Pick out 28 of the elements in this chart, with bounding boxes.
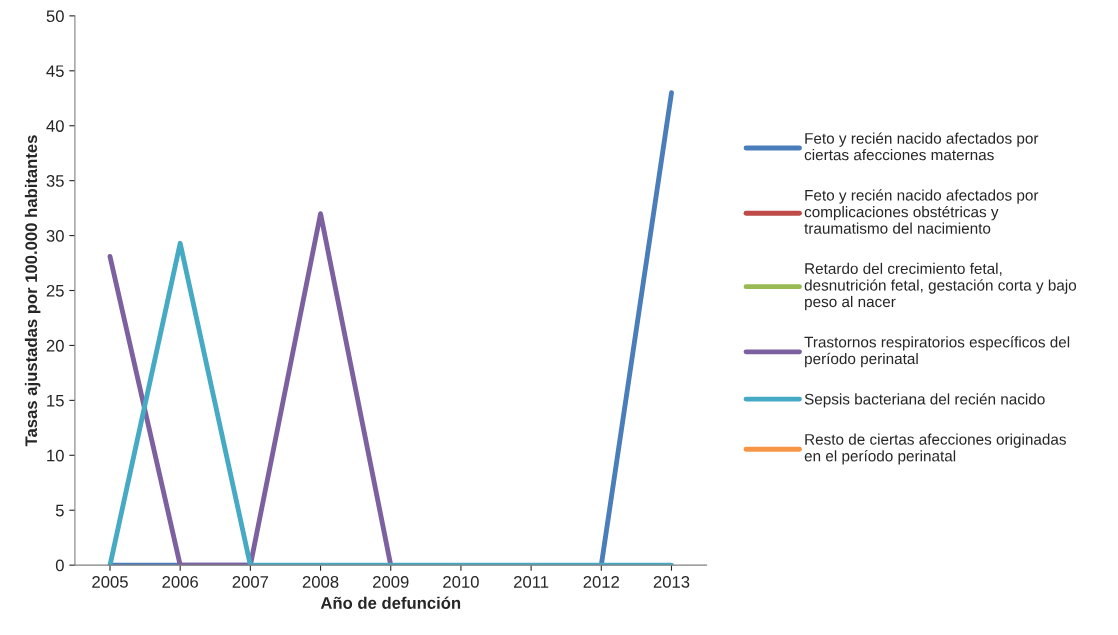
x-tick-label: 2007 — [232, 576, 269, 588]
y-tick-label: 5 — [55, 504, 64, 517]
legend-label: Sepsis bacteriana del recién nacido — [804, 393, 1045, 408]
y-tick-label: 45 — [46, 65, 64, 78]
y-tick-label: 40 — [46, 120, 64, 132]
y-tick-label: 10 — [47, 449, 64, 462]
legend-label: Retardo del crecimiento fetal, desnutrición fetal, gestación corta y bajo peso al nacer — [804, 262, 1077, 311]
y-axis-title: Tasas ajustadas por 100.000 habitantes — [24, 135, 41, 447]
y-tick-label: 35 — [46, 175, 64, 187]
x-tick-label: 2008 — [302, 576, 339, 588]
legend-label: Feto y recién nacido afectados por ciertas afecciones maternas — [804, 132, 1039, 161]
x-tick-label: 2013 — [653, 576, 690, 588]
x-axis-title: Año de defunción — [320, 596, 461, 609]
legend-label: Resto de ciertas afecciones originadas en el período perinatal — [804, 433, 1066, 465]
y-tick-label: 20 — [46, 339, 64, 352]
legend-label: Feto y recién nacido afectados por complicaciones obstétricas y traumatismo del nacimiento — [804, 189, 1039, 234]
y-tick-label: 15 — [47, 394, 64, 407]
x-tick-label: 2006 — [162, 576, 198, 588]
x-tick-label: 2012 — [583, 576, 619, 588]
x-tick-label: 2005 — [92, 576, 128, 588]
x-tick-label: 2010 — [443, 576, 479, 588]
x-tick-label: 2011 — [514, 576, 549, 588]
y-tick-label: 0 — [55, 559, 64, 572]
y-tick-label: 25 — [46, 284, 64, 297]
x-tick-label: 2009 — [373, 576, 409, 588]
y-tick-label: 50 — [46, 10, 64, 23]
y-tick-label: 30 — [46, 229, 64, 242]
legend-label: Trastornos respiratorios específicos del período perinatal — [804, 336, 1070, 368]
